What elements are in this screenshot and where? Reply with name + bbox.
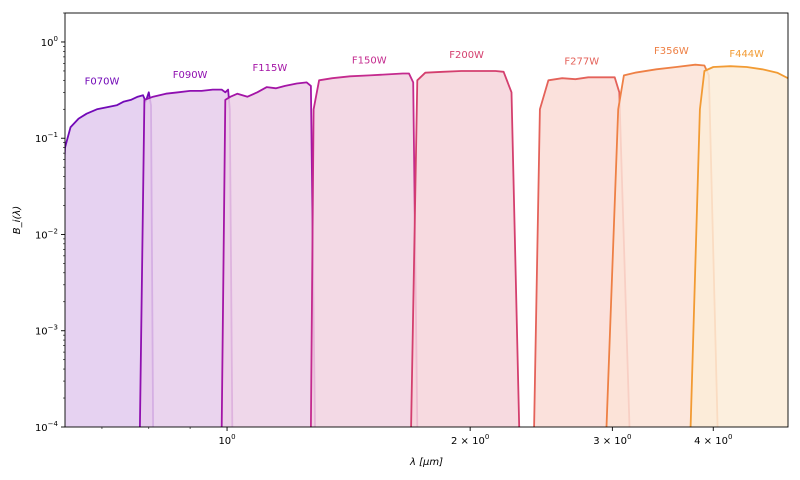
x-tick-label: 100: [218, 433, 235, 447]
x-tick-label: 2 × 100: [451, 433, 489, 447]
x-axis-label: λ [μm]: [409, 457, 443, 468]
band-fill-f070w: [65, 92, 154, 427]
band-curve-f444w: [689, 65, 788, 427]
band-fill-f444w: [690, 66, 788, 427]
x-tick-label: 3 × 100: [593, 433, 631, 447]
band-curve-f115w: [220, 81, 316, 427]
band-curve-f277w: [533, 76, 631, 427]
x-tick-label: 4 × 100: [694, 433, 732, 447]
band-label-f356w: F356W: [654, 46, 689, 57]
band-fill-f090w: [139, 89, 233, 427]
band-label-f090w: F090W: [173, 70, 208, 81]
axes-frame: [64, 12, 789, 428]
y-axis-label: B_i(λ): [12, 206, 23, 234]
y-tick-label: 10−4: [35, 420, 59, 434]
band-label-f200w: F200W: [449, 50, 484, 61]
band-curve-f200w: [410, 70, 521, 427]
band-label-f115w: F115W: [253, 63, 288, 74]
band-fill-f277w: [534, 77, 630, 427]
band-curve-f090w: [139, 88, 234, 427]
band-label-f150w: F150W: [352, 55, 387, 66]
band-fill-f356w: [606, 64, 718, 427]
band-curve-f150w: [310, 72, 419, 427]
band-fill-f115w: [221, 82, 315, 427]
y-tick-label: 10−3: [35, 324, 58, 338]
band-label-f070w: F070W: [85, 77, 120, 88]
y-tick-label: 10−1: [35, 131, 58, 145]
band-label-f277w: F277W: [564, 57, 599, 68]
y-tick-label: 100: [41, 35, 58, 49]
band-fill-f200w: [411, 71, 520, 427]
y-tick-label: 10−2: [35, 227, 58, 241]
plot-area: F070W F090W F115W F150W F200W F277W F356W F444W: [65, 46, 788, 427]
band-fill-f150w: [310, 73, 418, 427]
axes: 10−4 10−3 10−2 10−1 100 100 2 × 100 3 × 100 4 × …: [35, 12, 789, 447]
band-label-f444w: F444W: [729, 49, 764, 60]
